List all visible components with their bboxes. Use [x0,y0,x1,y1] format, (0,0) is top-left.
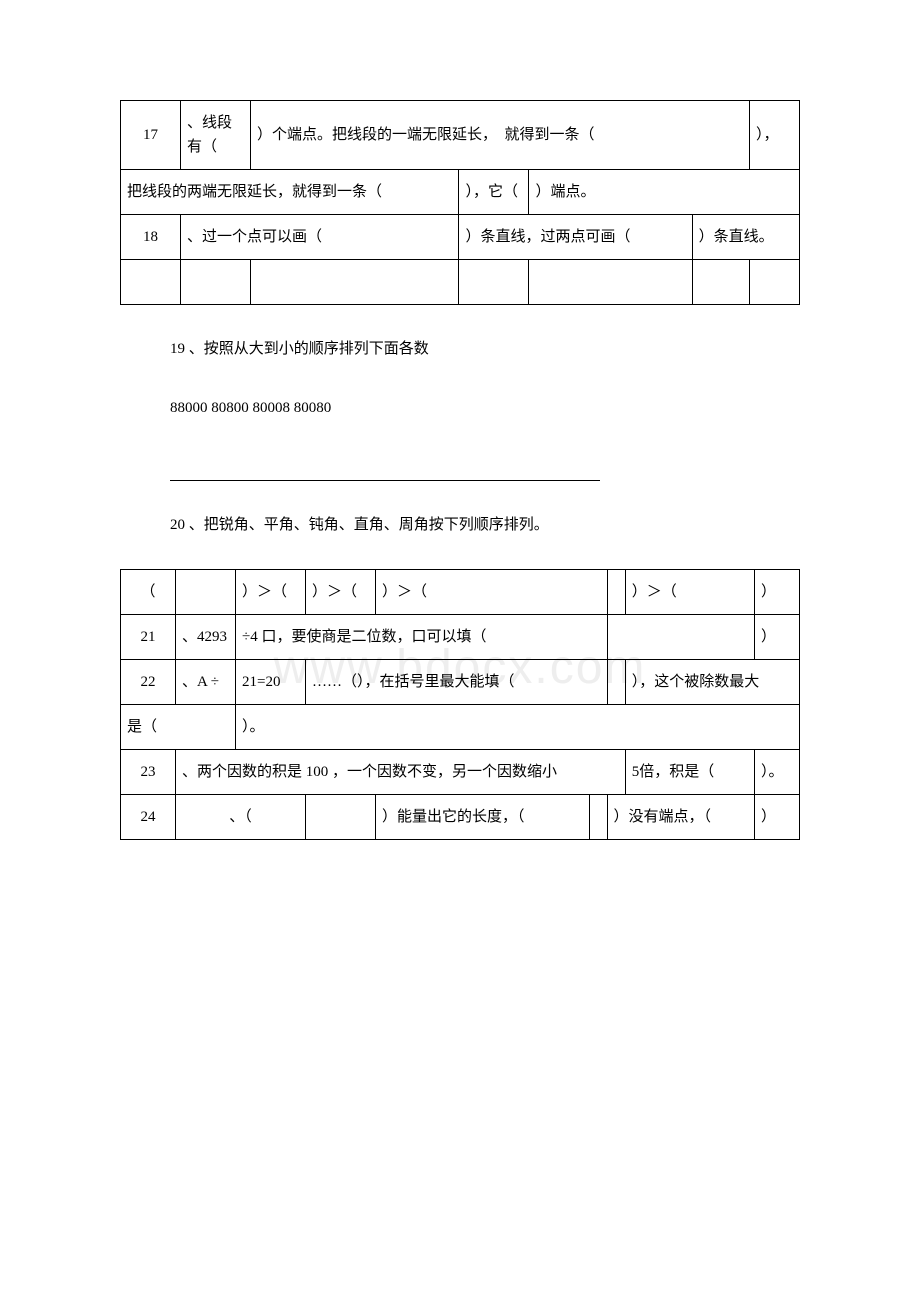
table-1: 17 、线段有（ ）个端点。把线段的一端无限延长， 就得到一条（ ）， 把线段的… [120,100,800,305]
cell: ）能量出它的长度，（ [376,795,590,840]
table-row: （ ）＞（ ）＞（ ）＞（ ）＞（ ） [121,570,800,615]
table-row: 21 、4293 ÷4 口，要使商是二位数，口可以填（ ） [121,615,800,660]
cell: 5倍，积是（ [625,750,754,795]
cell: ） [755,615,800,660]
cell: ÷4 口，要使商是二位数，口可以填（ [236,615,608,660]
cell-q22-num: 22 [121,660,176,705]
cell: ）＞（ [306,570,376,615]
cell: ）条直线，过两点可画（ [459,215,692,260]
cell-q17-num: 17 [121,101,181,170]
cell: ），它（ [459,170,529,215]
table-row: 24 、（ ）能量出它的长度，（ ）没有端点，（ ） [121,795,800,840]
table-row: 18 、过一个点可以画（ ）条直线，过两点可画（ ）条直线。 [121,215,800,260]
cell: 、过一个点可以画（ [181,215,459,260]
q19-text: 19 、按照从大到小的顺序排列下面各数 [170,335,800,364]
cell: ），这个被除数最大 [625,660,799,705]
cell: 、4293 [176,615,236,660]
cell [306,795,376,840]
cell: ）。 [755,750,800,795]
table-row: 23 、两个因数的积是 100 ，一个因数不变，另一个因数缩小 5倍，积是（ ）… [121,750,800,795]
cell: ）＞（ [625,570,754,615]
table-row: 把线段的两端无限延长，就得到一条（ ），它（ ）端点。 [121,170,800,215]
table-row: 17 、线段有（ ）个端点。把线段的一端无限延长， 就得到一条（ ）， [121,101,800,170]
q19-blank-line [170,452,800,481]
cell-q23-num: 23 [121,750,176,795]
cell: ）。 [236,705,800,750]
q20-text: 20 、把锐角、平角、钝角、直角、周角按下列顺序排列。 [170,511,800,540]
table-row [121,260,800,305]
table-row: 是（ ）。 [121,705,800,750]
cell [607,615,754,660]
cell [176,570,236,615]
cell: 、线段有（ [181,101,251,170]
cell: ）＞（ [236,570,306,615]
cell: ）个端点。把线段的一端无限延长， 就得到一条（ [251,101,750,170]
cell: ） [755,570,800,615]
cell: ）条直线。 [692,215,799,260]
cell: ……（），在括号里最大能填（ [306,660,608,705]
cell [692,260,749,305]
cell: （ [121,570,176,615]
page-content: 17 、线段有（ ）个端点。把线段的一端无限延长， 就得到一条（ ）， 把线段的… [0,0,920,884]
cell: ）端点。 [529,170,800,215]
cell: 、两个因数的积是 100 ，一个因数不变，另一个因数缩小 [176,750,626,795]
cell [589,795,607,840]
cell: 是（ [121,705,236,750]
cell-q24-num: 24 [121,795,176,840]
cell-q18-num: 18 [121,215,181,260]
cell: 、（ [176,795,306,840]
cell: ）＞（ [376,570,608,615]
cell [607,660,625,705]
table-row: 22 、A ÷ 21=20 ……（），在括号里最大能填（ ），这个被除数最大 [121,660,800,705]
cell [251,260,459,305]
cell [607,570,625,615]
cell: ） [755,795,800,840]
q19-numbers: 88000 80800 80008 80080 [170,394,800,423]
cell [750,260,800,305]
cell: ）， [750,101,800,170]
cell: 把线段的两端无限延长，就得到一条（ [121,170,459,215]
cell-q21-num: 21 [121,615,176,660]
cell: 21=20 [236,660,306,705]
cell [459,260,529,305]
cell [121,260,181,305]
cell [181,260,251,305]
cell: 、A ÷ [176,660,236,705]
cell [529,260,692,305]
cell: ）没有端点，（ [607,795,754,840]
table-2: （ ）＞（ ）＞（ ）＞（ ）＞（ ） 21 、4293 ÷4 口，要使商是二位… [120,569,800,840]
